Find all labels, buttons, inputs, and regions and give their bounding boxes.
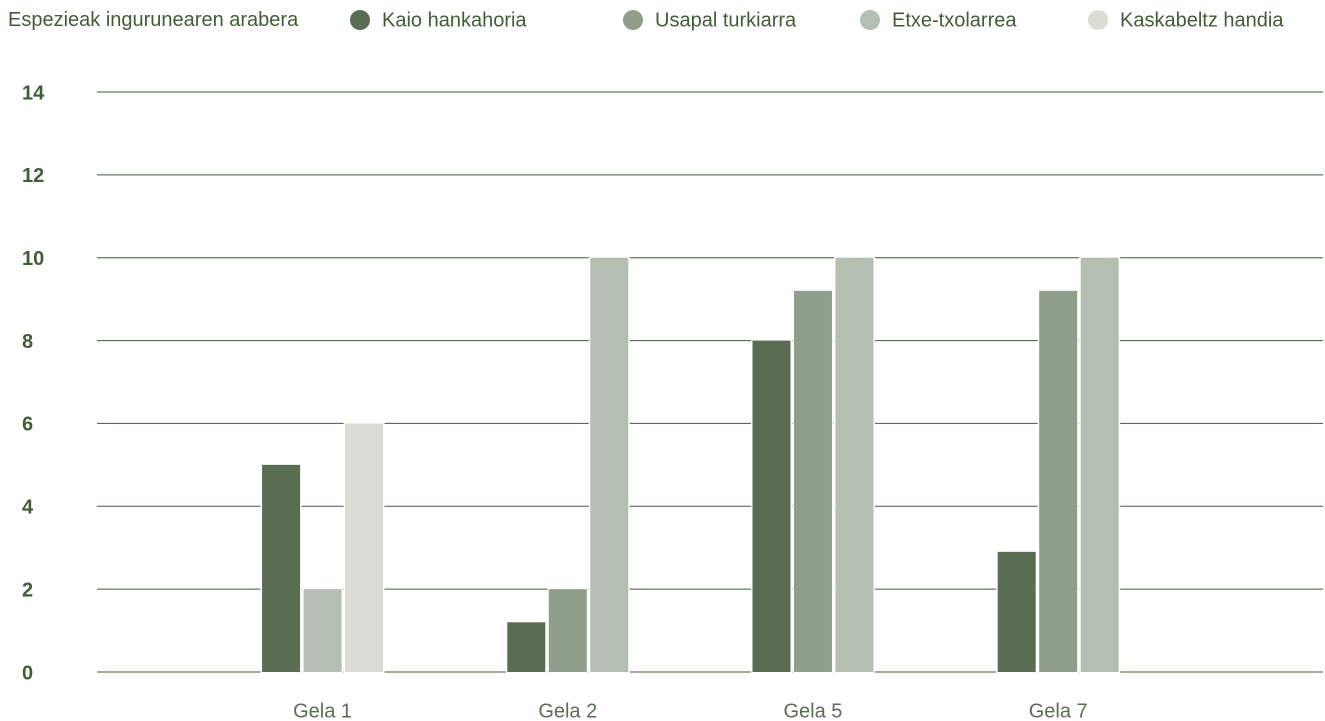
y-tick-label: 6 [22,414,33,436]
legend-marker [623,10,643,30]
bar [302,587,344,674]
bar [750,339,792,674]
legend-label: Kaio hankahoria [382,9,527,31]
x-tick-label: Gela 2 [538,700,597,721]
bar [833,256,875,674]
bar [1079,256,1121,674]
bar [547,587,589,674]
bar [260,463,302,674]
legend-marker [1088,10,1108,30]
bar [996,550,1038,674]
x-tick-label: Gela 7 [1029,700,1088,721]
y-tick-label: 14 [22,82,45,104]
y-tick-label: 0 [22,662,33,684]
legend-label: Usapal turkiarra [655,9,797,31]
y-tick-label: 10 [22,248,44,270]
x-tick-label: Gela 5 [784,700,843,721]
y-tick-label: 2 [22,579,33,601]
legend-label: Etxe-txolarrea [892,9,1017,31]
bar [588,256,630,674]
y-tick-label: 12 [22,165,44,187]
chart-title: Espezieak ingurunearen arabera [8,9,299,31]
y-tick-label: 4 [22,497,34,519]
bar [1037,289,1079,674]
legend-marker [860,10,880,30]
bar [343,421,385,674]
y-tick-label: 8 [22,331,33,353]
bar [505,620,547,674]
x-tick-label: Gela 1 [293,700,352,721]
legend-label: Kaskabeltz handia [1120,9,1284,31]
bar [792,289,834,674]
legend-marker [350,10,370,30]
